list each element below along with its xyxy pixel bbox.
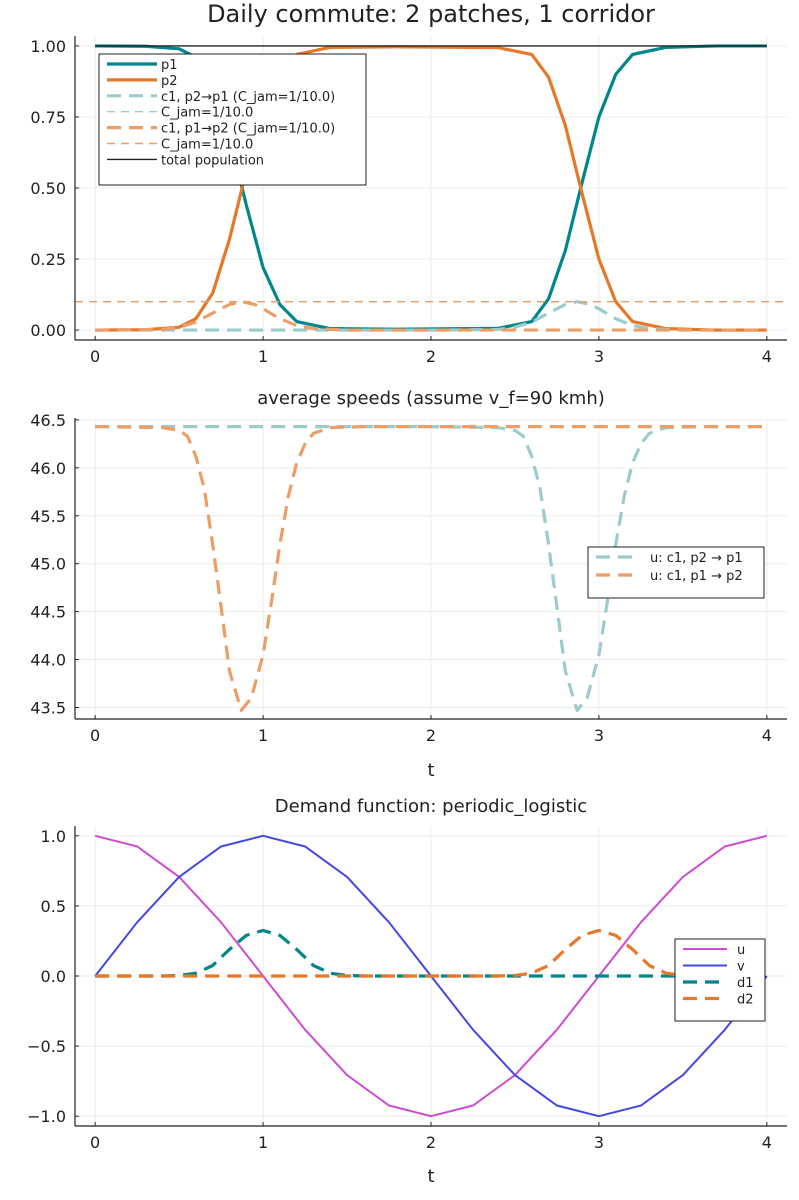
y-tick-label: 46.0	[30, 459, 66, 478]
legend-label: c1, p1→p2 (C_jam=1/10.0)	[161, 122, 335, 137]
y-tick-label: −1.0	[27, 1107, 66, 1126]
legend-label: u: c1, p1 → p2	[650, 569, 743, 584]
series-line-u: c1, p1 → p2	[95, 425, 767, 712]
legend-label: u: c1, p2 → p1	[650, 551, 743, 566]
y-tick-label: −0.5	[27, 1037, 66, 1056]
y-tick-label: 44.0	[30, 651, 66, 670]
series-line-c1, p1→p2 (C_jam=1/10.0)	[95, 300, 767, 332]
chart-title: Demand function: periodic_logistic	[275, 796, 587, 817]
x-tick-label: 0	[90, 1133, 100, 1152]
chart-title: average speeds (assume v_f=90 kmh)	[257, 388, 605, 409]
x-axis-label: t	[427, 760, 434, 781]
x-tick-label: 4	[762, 347, 772, 366]
legend-label: u	[737, 943, 745, 958]
x-tick-label: 0	[90, 726, 100, 745]
x-tick-label: 0	[90, 347, 100, 366]
series-line-u	[94, 834, 768, 1118]
legend: u: c1, p2 → p1 u: c1, p1 → p2	[587, 546, 765, 599]
legend-box	[98, 53, 367, 186]
legend-label: total population	[161, 153, 264, 168]
y-tick-label: 1.00	[30, 37, 66, 56]
x-tick-label: 1	[258, 726, 268, 745]
panel-demand-function: Demand function: periodic_logistic 0 1 2 3 4…	[27, 796, 787, 1187]
x-tick-label: 1	[258, 1133, 268, 1152]
y-tick-label: 0.50	[30, 179, 66, 198]
y-tick-label: 0.75	[30, 108, 66, 127]
y-tick-label: 44.5	[30, 603, 66, 622]
x-tick-label: 4	[762, 1133, 772, 1152]
panel-average-speeds: average speeds (assume v_f=90 kmh) 0 1 2 3 4…	[30, 388, 787, 781]
y-tick-label: 0.00	[30, 321, 66, 340]
legend-label: C_jam=1/10.0	[161, 138, 253, 153]
legend-label: C_jam=1/10.0	[161, 106, 253, 121]
panel-daily-commute: Daily commute: 2 patches, 1 corridor 0 1 2…	[30, 0, 787, 366]
x-tick-label: 3	[594, 726, 604, 745]
legend-label: d2	[737, 993, 754, 1008]
x-tick-label: 3	[594, 347, 604, 366]
y-tick-label: 46.5	[30, 411, 66, 430]
x-tick-label: 2	[426, 726, 436, 745]
x-tick-label: 3	[594, 1133, 604, 1152]
legend-label: d1	[737, 976, 754, 991]
y-tick-label: 45.5	[30, 507, 66, 526]
y-tick-label: 0.25	[30, 250, 66, 269]
series-line-d2	[95, 928, 767, 978]
y-tick-label: 45.0	[30, 555, 66, 574]
legend-label: p1	[161, 58, 178, 73]
y-tick-label: 0.0	[41, 967, 66, 986]
y-tick-label: 1.0	[41, 827, 66, 846]
legend-label: v	[737, 960, 745, 975]
legend-box	[587, 546, 765, 599]
y-tick-label: 0.5	[41, 897, 66, 916]
x-tick-label: 2	[426, 1133, 436, 1152]
x-tick-label: 4	[762, 726, 772, 745]
chart-title: Daily commute: 2 patches, 1 corridor	[207, 0, 655, 28]
legend-label: c1, p2→p1 (C_jam=1/10.0)	[161, 90, 335, 105]
x-tick-label: 2	[426, 347, 436, 366]
y-tick-label: 43.5	[30, 698, 66, 717]
x-tick-label: 1	[258, 347, 268, 366]
legend-box	[674, 938, 766, 1022]
x-axis-label: t	[427, 1166, 434, 1187]
series-line-c1, p2→p1 (C_jam=1/10.0)	[95, 300, 767, 332]
legend-label: p2	[161, 74, 178, 89]
